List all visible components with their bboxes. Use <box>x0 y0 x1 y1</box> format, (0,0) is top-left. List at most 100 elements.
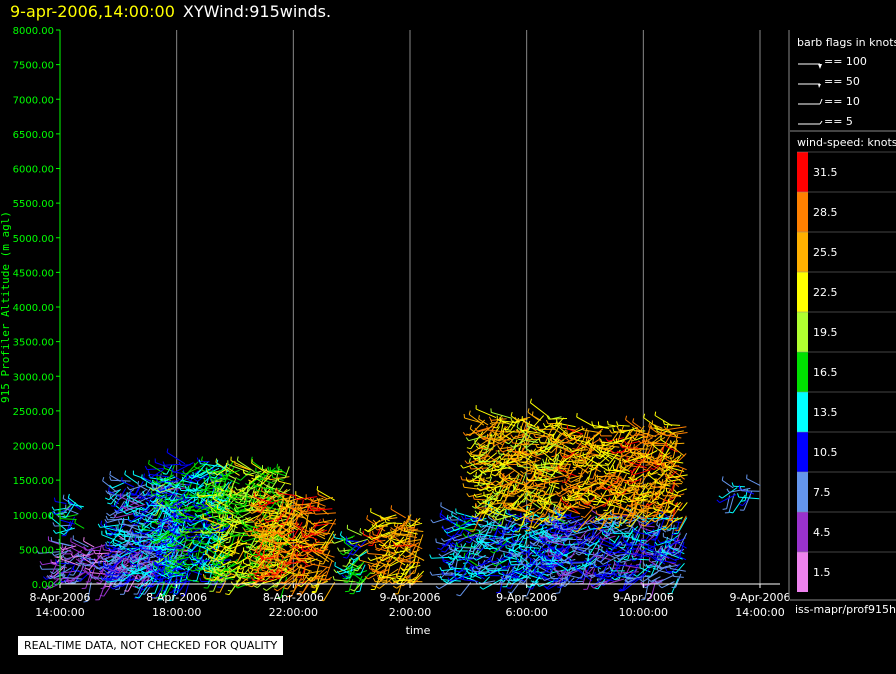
wind-barb <box>89 567 96 583</box>
wind-barb <box>65 514 78 518</box>
wind-barb-flag <box>453 573 455 578</box>
wind-barb <box>552 498 563 513</box>
wind-barb-flag <box>131 539 136 544</box>
wind-barb <box>260 498 273 513</box>
wind-barb-flag <box>169 535 173 540</box>
wind-barb-flag <box>573 543 576 548</box>
wind-barb <box>284 566 293 574</box>
wind-barb-flag <box>170 507 175 511</box>
wind-barb-flag <box>105 571 108 576</box>
wind-barb <box>667 533 681 544</box>
wind-barb <box>279 499 284 519</box>
wind-barb-flag <box>553 506 555 511</box>
wind-barb-flag <box>253 565 258 568</box>
wind-barb-flag <box>205 550 207 555</box>
wind-barb-flag <box>230 490 233 495</box>
wind-barb-flag <box>206 470 210 475</box>
wind-barb-flag <box>468 458 471 463</box>
wind-barb-flag <box>164 478 166 483</box>
wind-barb-flag <box>332 575 335 581</box>
wind-barb-flag <box>297 584 302 588</box>
wind-barb <box>158 543 176 554</box>
wind-barb-flag <box>112 575 117 578</box>
wind-barb <box>73 569 85 574</box>
wind-barb-flag <box>505 503 507 508</box>
wind-barb-flag <box>571 529 575 533</box>
wind-barb-flag <box>251 510 256 512</box>
wind-barb-flag <box>647 533 652 537</box>
wind-barb-flag <box>402 554 407 558</box>
wind-barb <box>494 437 512 447</box>
wind-barb <box>574 546 593 551</box>
wind-barb-flag <box>256 569 260 574</box>
wind-barb-flag <box>94 565 98 570</box>
wind-barb <box>487 429 508 433</box>
wind-barb-flag <box>505 441 510 445</box>
wind-barb-flag <box>105 541 108 547</box>
wind-barb-flag <box>140 511 145 513</box>
wind-barb <box>602 559 610 577</box>
wind-barb-flag <box>503 452 506 457</box>
wind-barb-flag <box>311 549 316 553</box>
wind-barb-flag <box>544 527 548 531</box>
wind-barb-flag <box>561 572 566 577</box>
wind-barb-flag <box>129 557 134 562</box>
wind-barb-flag <box>65 580 70 584</box>
wind-barb-flag <box>429 571 433 576</box>
wind-barb-flag <box>520 561 524 566</box>
wind-barb-flag <box>249 550 253 555</box>
wind-barb-flag <box>131 493 136 496</box>
wind-barb-flag <box>569 580 574 584</box>
wind-barb-flag <box>527 552 530 558</box>
wind-barb-flag <box>598 574 602 578</box>
wind-barb <box>261 543 274 551</box>
wind-barb <box>536 451 549 457</box>
wind-barb <box>59 519 76 525</box>
wind-barb <box>602 555 621 565</box>
wind-barb-flag <box>630 557 634 562</box>
wind-barb-flag <box>546 415 550 420</box>
wind-barb <box>215 483 221 498</box>
wind-barb <box>343 557 359 572</box>
wind-barb-flag <box>255 548 258 553</box>
wind-barb-flag <box>542 423 546 428</box>
wind-barb-flag <box>367 557 371 561</box>
wind-barb <box>529 512 535 531</box>
wind-barb <box>497 513 517 521</box>
wind-barb-flag <box>109 484 113 489</box>
wind-barb-flag <box>405 544 410 549</box>
wind-barb-flag <box>307 579 313 583</box>
wind-barb-flag <box>171 556 175 561</box>
wind-barb-flag <box>273 556 276 561</box>
wind-barb-flag <box>215 458 218 463</box>
wind-barb <box>105 547 118 553</box>
wind-barb <box>404 514 412 527</box>
wind-barb-flag <box>298 570 302 575</box>
wind-barb-flag <box>517 500 520 506</box>
wind-barb <box>284 466 290 479</box>
wind-barb-flag <box>463 552 466 557</box>
wind-barb-flag <box>530 424 535 427</box>
wind-barb-flag <box>51 511 56 515</box>
wind-barb-flag <box>374 522 378 527</box>
wind-barb-flag <box>271 495 276 498</box>
wind-barb <box>611 524 630 538</box>
wind-barb <box>466 571 482 580</box>
wind-barb-flag <box>496 499 499 504</box>
wind-barb-flag <box>556 561 561 565</box>
wind-barb-flag <box>475 471 477 476</box>
wind-barb-flag <box>319 599 324 602</box>
wind-barb-flag <box>192 525 196 530</box>
wind-barb <box>215 468 226 474</box>
wind-barb-flag <box>337 547 340 552</box>
wind-barb-flag <box>141 474 143 479</box>
wind-barb-flag <box>535 444 538 449</box>
wind-barb-flag <box>471 515 476 518</box>
wind-barb <box>633 531 651 536</box>
wind-barb <box>74 522 85 529</box>
wind-barb-flag <box>658 565 662 569</box>
wind-barb-flag <box>615 561 619 566</box>
plot-title-name: XYWind:915winds. <box>182 2 332 21</box>
wind-barb-flag <box>130 570 134 575</box>
wind-barb-flag <box>128 547 133 552</box>
